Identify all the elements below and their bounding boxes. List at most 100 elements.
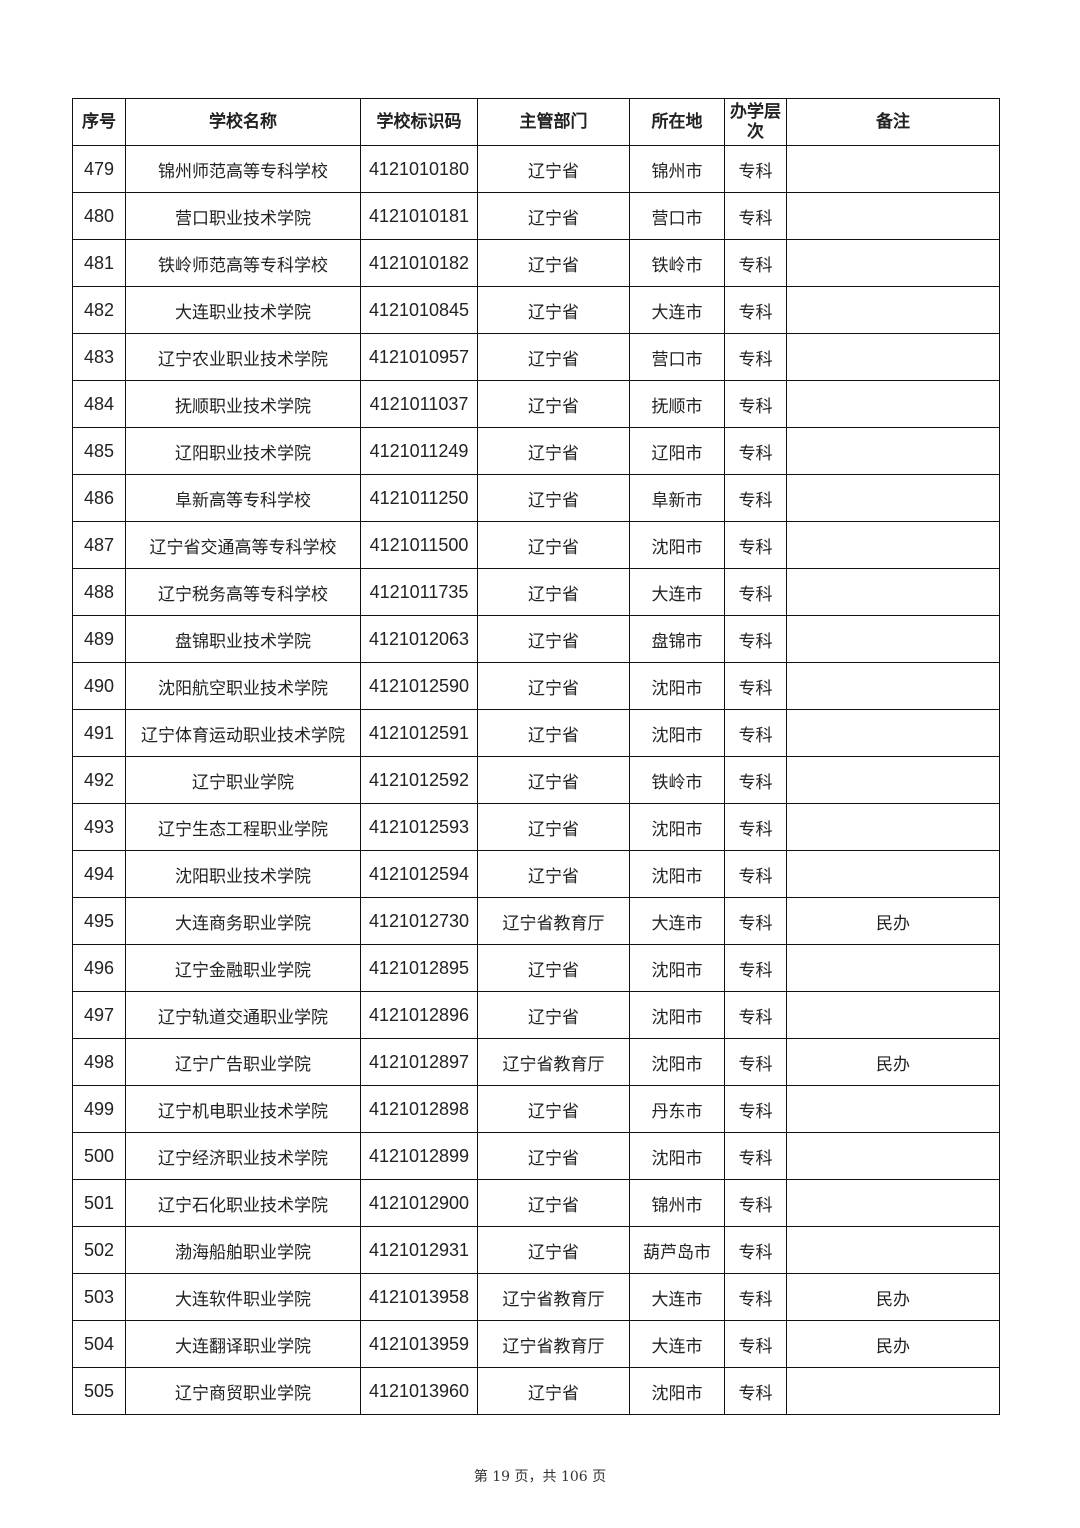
cell-index: 487 (72, 521, 126, 569)
cell-level: 专科 (724, 333, 787, 381)
table-row: 497 辽宁轨道交通职业学院 4121012896 辽宁省 沈阳市 专科 (72, 991, 1000, 1039)
cell-notes (786, 1226, 1000, 1274)
cell-index: 498 (72, 1038, 126, 1086)
cell-level: 专科 (724, 1367, 787, 1415)
cell-school-code: 4121012591 (360, 709, 478, 757)
cell-location: 锦州市 (629, 145, 725, 193)
cell-location: 营口市 (629, 333, 725, 381)
cell-school-code: 4121012592 (360, 756, 478, 804)
cell-index: 489 (72, 615, 126, 663)
cell-department: 辽宁省 (477, 662, 630, 710)
cell-department: 辽宁省教育厅 (477, 1273, 630, 1321)
cell-index: 491 (72, 709, 126, 757)
cell-level: 专科 (724, 1226, 787, 1274)
cell-school-name: 渤海船舶职业学院 (125, 1226, 361, 1274)
cell-department: 辽宁省 (477, 333, 630, 381)
cell-department: 辽宁省 (477, 1226, 630, 1274)
cell-index: 502 (72, 1226, 126, 1274)
cell-index: 482 (72, 286, 126, 334)
table-row: 489 盘锦职业技术学院 4121012063 辽宁省 盘锦市 专科 (72, 615, 1000, 663)
cell-school-code: 4121013960 (360, 1367, 478, 1415)
cell-notes (786, 615, 1000, 663)
cell-school-code: 4121012590 (360, 662, 478, 710)
cell-school-code: 4121011250 (360, 474, 478, 522)
cell-level: 专科 (724, 192, 787, 240)
table-row: 488 辽宁税务高等专科学校 4121011735 辽宁省 大连市 专科 (72, 568, 1000, 616)
cell-department: 辽宁省 (477, 803, 630, 851)
cell-level: 专科 (724, 756, 787, 804)
table-row: 495 大连商务职业学院 4121012730 辽宁省教育厅 大连市 专科 民办 (72, 897, 1000, 945)
cell-school-name: 大连翻译职业学院 (125, 1320, 361, 1368)
cell-level: 专科 (724, 1273, 787, 1321)
cell-location: 沈阳市 (629, 991, 725, 1039)
cell-location: 沈阳市 (629, 1367, 725, 1415)
cell-notes (786, 850, 1000, 898)
cell-school-code: 4121010181 (360, 192, 478, 240)
table-row: 492 辽宁职业学院 4121012592 辽宁省 铁岭市 专科 (72, 756, 1000, 804)
table-row: 487 辽宁省交通高等专科学校 4121011500 辽宁省 沈阳市 专科 (72, 521, 1000, 569)
cell-school-name: 辽宁职业学院 (125, 756, 361, 804)
cell-school-name: 辽宁商贸职业学院 (125, 1367, 361, 1415)
cell-location: 沈阳市 (629, 803, 725, 851)
cell-notes (786, 1132, 1000, 1180)
cell-department: 辽宁省教育厅 (477, 1320, 630, 1368)
cell-school-code: 4121012899 (360, 1132, 478, 1180)
table-row: 479 锦州师范高等专科学校 4121010180 辽宁省 锦州市 专科 (72, 145, 1000, 193)
header-level: 办学层次 (724, 98, 787, 146)
cell-school-name: 大连软件职业学院 (125, 1273, 361, 1321)
cell-index: 480 (72, 192, 126, 240)
cell-location: 沈阳市 (629, 662, 725, 710)
cell-level: 专科 (724, 1085, 787, 1133)
cell-index: 504 (72, 1320, 126, 1368)
cell-notes (786, 333, 1000, 381)
cell-school-code: 4121010180 (360, 145, 478, 193)
table-row: 483 辽宁农业职业技术学院 4121010957 辽宁省 营口市 专科 (72, 333, 1000, 381)
cell-index: 486 (72, 474, 126, 522)
cell-school-name: 辽宁税务高等专科学校 (125, 568, 361, 616)
cell-school-name: 沈阳航空职业技术学院 (125, 662, 361, 710)
cell-school-code: 4121012931 (360, 1226, 478, 1274)
cell-department: 辽宁省 (477, 850, 630, 898)
cell-school-name: 辽宁生态工程职业学院 (125, 803, 361, 851)
cell-school-name: 辽宁体育运动职业技术学院 (125, 709, 361, 757)
cell-notes (786, 944, 1000, 992)
cell-index: 483 (72, 333, 126, 381)
cell-department: 辽宁省 (477, 192, 630, 240)
cell-department: 辽宁省 (477, 521, 630, 569)
cell-level: 专科 (724, 850, 787, 898)
cell-school-code: 4121012896 (360, 991, 478, 1039)
cell-school-name: 沈阳职业技术学院 (125, 850, 361, 898)
table-row: 484 抚顺职业技术学院 4121011037 辽宁省 抚顺市 专科 (72, 380, 1000, 428)
cell-location: 辽阳市 (629, 427, 725, 475)
table-row: 493 辽宁生态工程职业学院 4121012593 辽宁省 沈阳市 专科 (72, 803, 1000, 851)
cell-index: 481 (72, 239, 126, 287)
cell-department: 辽宁省 (477, 1085, 630, 1133)
cell-notes (786, 380, 1000, 428)
cell-department: 辽宁省 (477, 286, 630, 334)
table-row: 481 铁岭师范高等专科学校 4121010182 辽宁省 铁岭市 专科 (72, 239, 1000, 287)
cell-level: 专科 (724, 1179, 787, 1227)
cell-location: 沈阳市 (629, 850, 725, 898)
cell-location: 锦州市 (629, 1179, 725, 1227)
cell-index: 492 (72, 756, 126, 804)
cell-department: 辽宁省 (477, 991, 630, 1039)
cell-level: 专科 (724, 897, 787, 945)
cell-school-name: 大连职业技术学院 (125, 286, 361, 334)
cell-department: 辽宁省 (477, 1367, 630, 1415)
cell-school-code: 4121012897 (360, 1038, 478, 1086)
cell-location: 铁岭市 (629, 239, 725, 287)
cell-location: 盘锦市 (629, 615, 725, 663)
table-row: 501 辽宁石化职业技术学院 4121012900 辽宁省 锦州市 专科 (72, 1179, 1000, 1227)
cell-index: 488 (72, 568, 126, 616)
cell-level: 专科 (724, 1132, 787, 1180)
header-location: 所在地 (629, 98, 725, 146)
cell-department: 辽宁省 (477, 474, 630, 522)
cell-school-name: 辽宁石化职业技术学院 (125, 1179, 361, 1227)
cell-department: 辽宁省 (477, 1132, 630, 1180)
cell-department: 辽宁省 (477, 756, 630, 804)
table-row: 496 辽宁金融职业学院 4121012895 辽宁省 沈阳市 专科 (72, 944, 1000, 992)
cell-level: 专科 (724, 380, 787, 428)
cell-department: 辽宁省 (477, 239, 630, 287)
cell-level: 专科 (724, 286, 787, 334)
cell-school-name: 辽阳职业技术学院 (125, 427, 361, 475)
